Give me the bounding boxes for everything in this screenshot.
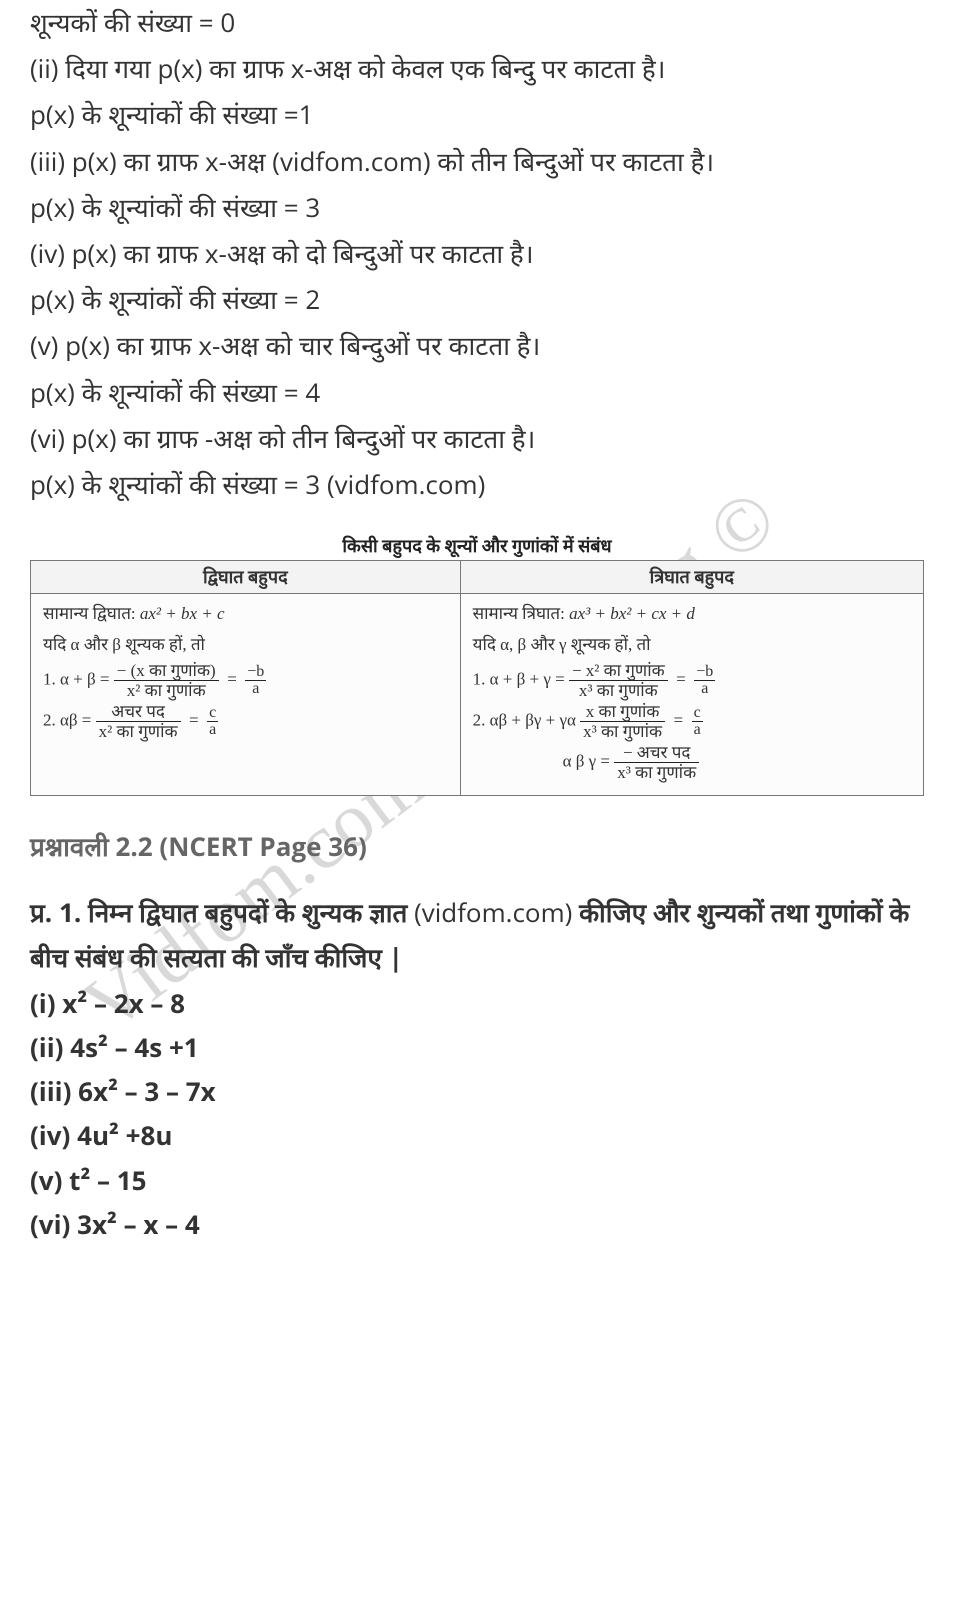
paragraph-line: p(x) के शून्यांकों की संख्या = 4 — [30, 370, 924, 414]
quad-item2-label: 2. αβ = — [43, 711, 91, 730]
quad-item1-label: 1. α + β = — [43, 670, 109, 689]
paragraph-line: (vi) p(x) का ग्राफ -अक्ष को तीन बिन्दुओं… — [30, 416, 924, 460]
quad-general-expr: ax² + bx + c — [140, 604, 225, 623]
cubic-if-zeros: यदि α, β और γ शून्यक हों, तो — [473, 631, 913, 658]
subquestion: (vi) 3x² – x – 4 — [30, 1202, 924, 1246]
relation-table-wrap: किसी बहुपद के शून्यों और गुणांकों में सं… — [30, 534, 924, 796]
subquestion: (v) t² – 15 — [30, 1158, 924, 1202]
quad-general-label: सामान्य द्विघात: — [43, 604, 136, 623]
subquestion: (i) x² – 2x – 8 — [30, 981, 924, 1025]
question-prefix: प्र. 1. निम्न द्विघात बहुपदों के शुन्यक — [30, 894, 362, 930]
cubic-item2-frac: x का गुणांक x³ का गुणांक — [580, 703, 665, 740]
quad-item2-frac: अचर पद x² का गुणांक — [96, 703, 181, 740]
paragraph-line: p(x) के शून्यांकों की संख्या = 3 — [30, 185, 924, 229]
paragraph-line: (v) p(x) का ग्राफ x-अक्ष को चार बिन्दुओं… — [30, 323, 924, 367]
quadratic-cell: सामान्य द्विघात: ax² + bx + c यदि α और β… — [31, 594, 461, 796]
quad-item1-frac: − (x का गुणांक) x² का गुणांक — [114, 662, 219, 699]
subquestion: (iv) 4u² +8u — [30, 1113, 924, 1157]
cubic-cell: सामान्य त्रिघात: ax³ + bx² + cx + d यदि … — [460, 594, 923, 796]
paragraph-line: (ii) दिया गया p(x) का ग्राफ x-अक्ष को के… — [30, 46, 924, 90]
cubic-general-label: सामान्य त्रिघात: — [473, 604, 565, 623]
paragraph-line: p(x) के शून्यांकों की संख्या = 2 — [30, 277, 924, 321]
table-header-quadratic: द्विघात बहुपद — [31, 561, 461, 594]
question-paren: (vidfom.com) — [414, 894, 579, 930]
table-caption: किसी बहुपद के शून्यों और गुणांकों में सं… — [30, 534, 924, 558]
paragraph-line: p(x) के शून्यांकों की संख्या = 3 (vidfom… — [30, 462, 924, 506]
cubic-item3-label: α β γ = — [563, 752, 610, 771]
subquestion: (iii) 6x² – 3 – 7x — [30, 1069, 924, 1113]
cubic-item1-frac: − x² का गुणांक x³ का गुणांक — [569, 662, 668, 699]
cubic-item3-frac: − अचर पद x³ का गुणांक — [614, 744, 699, 781]
paragraph-line: p(x) के शून्यांकों की संख्या =1 — [30, 92, 924, 136]
cubic-item1-eq: −b a — [694, 664, 715, 697]
quad-if-zeros: यदि α और β शून्यक हों, तो — [43, 631, 450, 658]
question-text: प्र. 1. निम्न द्विघात बहुपदों के शुन्यक … — [30, 890, 924, 978]
exercise-heading: प्रश्नावली 2.2 (NCERT Page 36) — [30, 828, 924, 864]
paragraph-line: (iv) p(x) का ग्राफ x-अक्ष को दो बिन्दुओं… — [30, 231, 924, 275]
question-line2a: ज्ञात — [369, 894, 414, 930]
paragraph-line: (iii) p(x) का ग्राफ x-अक्ष (vidfom.com) … — [30, 139, 924, 183]
cubic-item1-label: 1. α + β + γ = — [473, 670, 565, 689]
cubic-item2-label: 2. αβ + βγ + γα — [473, 711, 576, 730]
table-header-cubic: त्रिघात बहुपद — [460, 561, 923, 594]
quad-item2-eq: c a — [207, 705, 218, 738]
quad-item1-eq: −b a — [245, 664, 266, 697]
paragraph-line: शून्यकों की संख्या = 0 — [30, 0, 924, 44]
subquestion: (ii) 4s² – 4s +1 — [30, 1025, 924, 1069]
cubic-item2-eq: c a — [692, 705, 703, 738]
relation-table: द्विघात बहुपद त्रिघात बहुपद सामान्य द्वि… — [30, 560, 924, 796]
cubic-general-expr: ax³ + bx² + cx + d — [569, 604, 695, 623]
